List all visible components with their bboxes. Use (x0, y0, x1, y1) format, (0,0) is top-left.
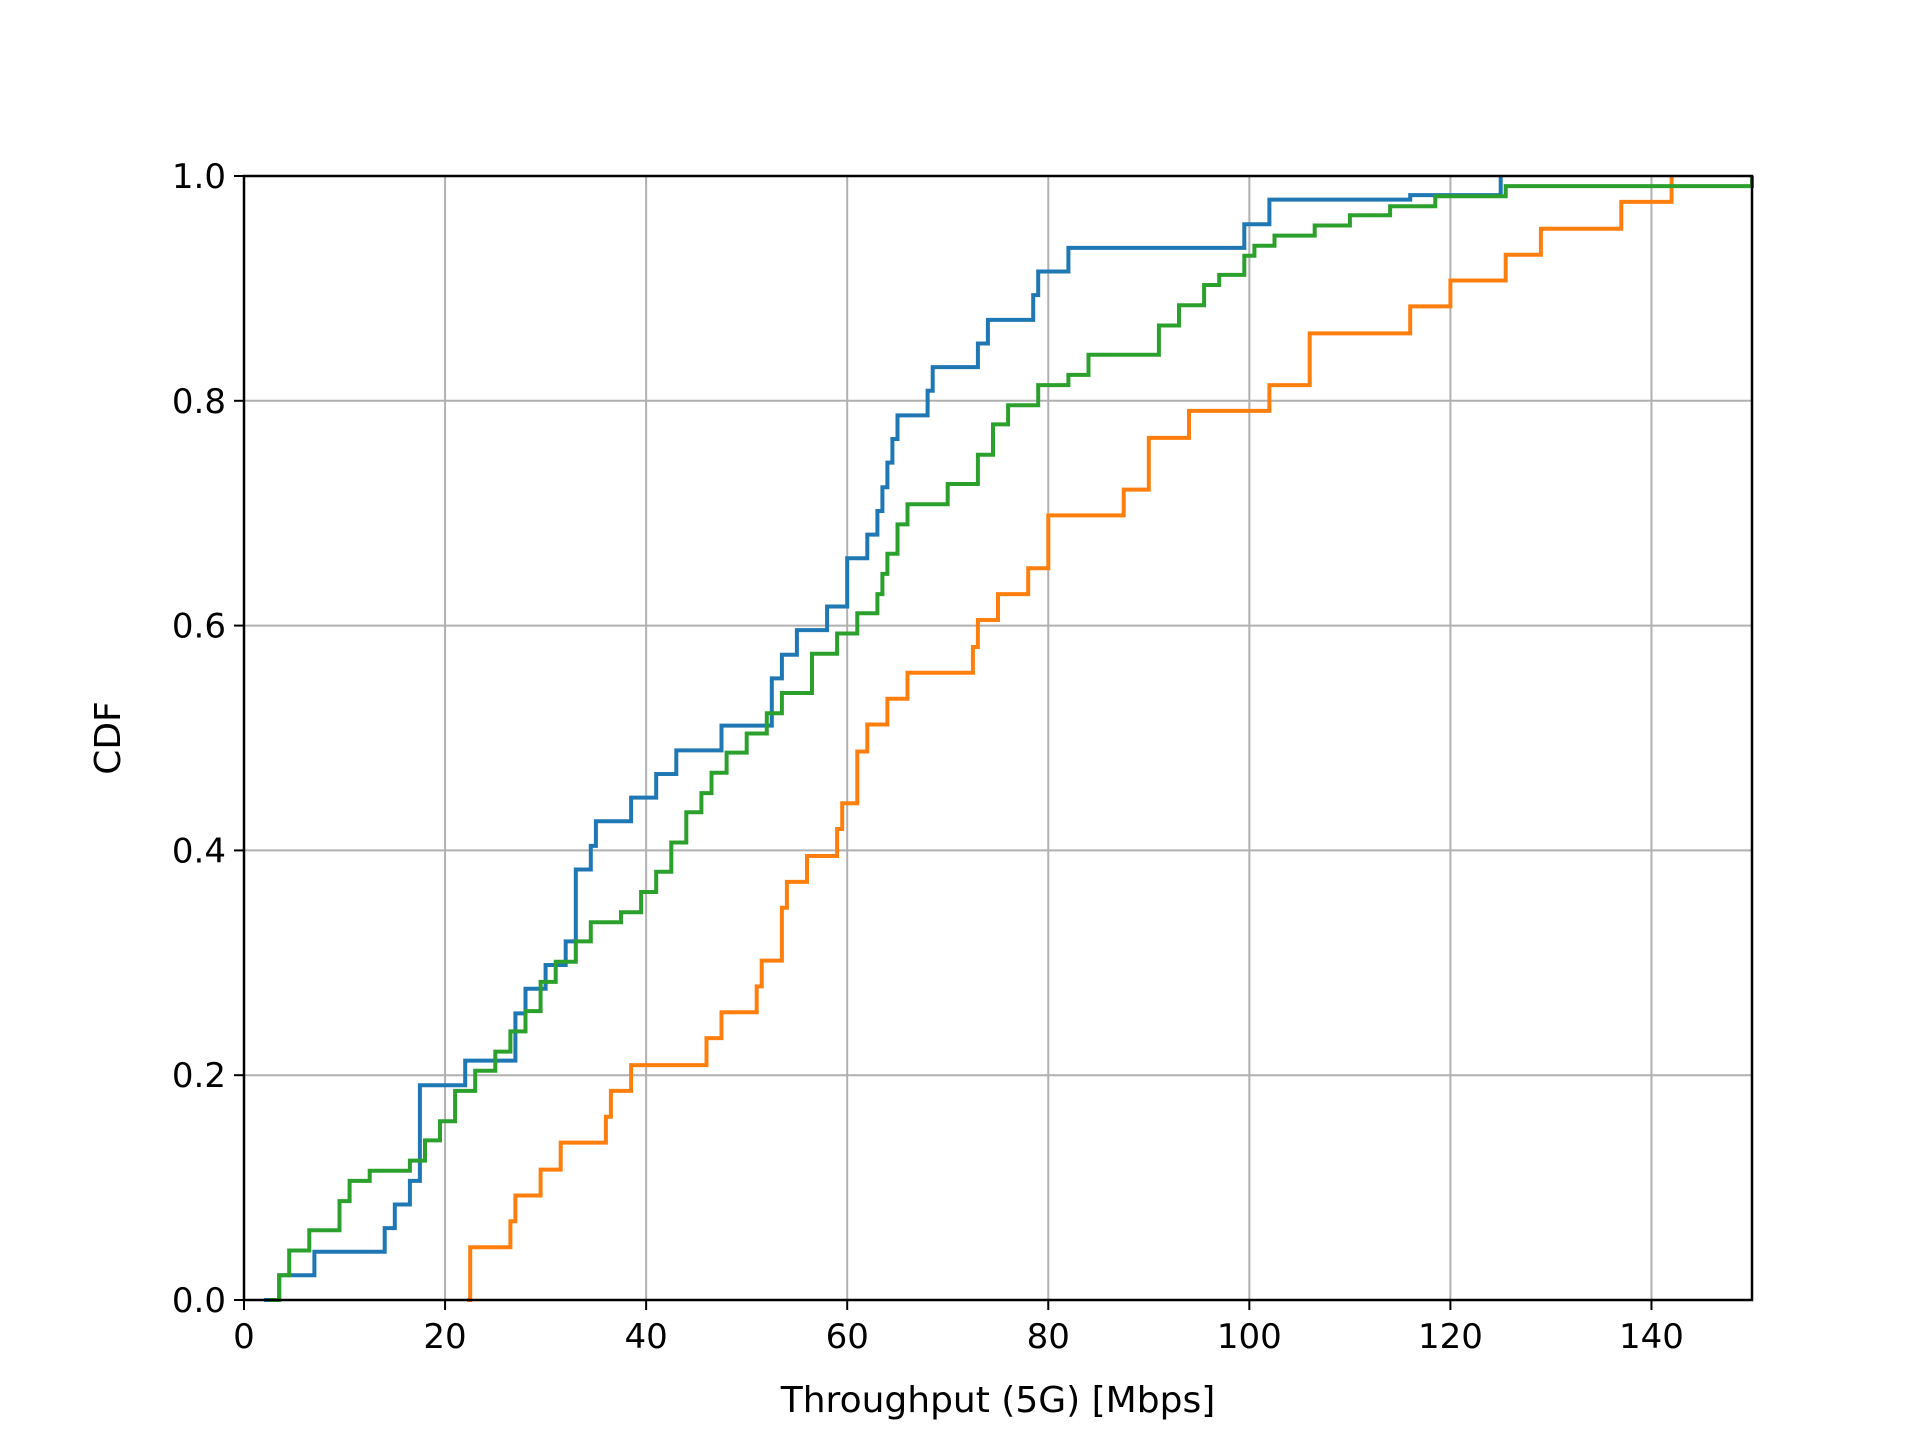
plot-area-frame (242, 174, 1754, 1302)
x-tick-label: 40 (625, 1317, 668, 1357)
y-tick-label: 1.0 (172, 157, 226, 197)
series-group (264, 176, 1754, 1302)
series-line-3 (269, 176, 1754, 1302)
tick-marks (234, 175, 1653, 1310)
x-tick-label: 100 (1217, 1317, 1282, 1357)
x-tick-label: 60 (826, 1317, 869, 1357)
y-tick-label: 0.6 (172, 607, 226, 647)
x-tick-label: 140 (1619, 1317, 1684, 1357)
y-axis-title: CDF (88, 701, 129, 775)
y-tick-label: 0.4 (172, 831, 226, 871)
x-tick-label: 80 (1027, 1317, 1070, 1357)
series-line-1 (264, 176, 1503, 1302)
x-axis-title: Throughput (5G) [Mbps] (780, 1380, 1216, 1421)
x-tick-label: 0 (233, 1317, 255, 1357)
tick-labels: 0 20 40 60 80 100 120 140 0.0 0.2 0.4 0.6 0.8 1.0 (172, 157, 1684, 1357)
x-tick-label: 120 (1418, 1317, 1483, 1357)
y-tick-label: 0.8 (172, 382, 226, 422)
x-tick-label: 20 (423, 1317, 466, 1357)
y-tick-label: 0.0 (172, 1281, 226, 1321)
series-line-2 (467, 176, 1674, 1302)
y-tick-label: 0.2 (172, 1056, 226, 1096)
